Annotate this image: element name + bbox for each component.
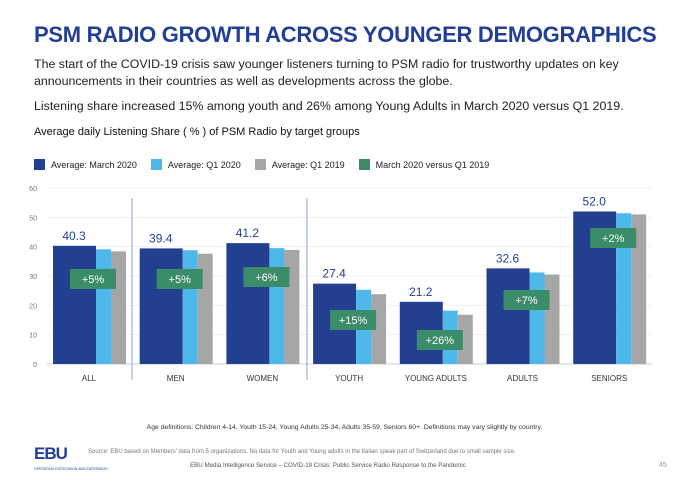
change-badge — [590, 228, 637, 248]
bar-1 — [616, 213, 632, 364]
change-badge — [243, 267, 290, 287]
x-tick-label: SENIORS — [591, 374, 627, 383]
change-label: +6% — [255, 272, 278, 284]
intro-paragraph: The start of the COVID-19 crisis saw you… — [34, 57, 619, 88]
data-label: 39.4 — [149, 231, 173, 245]
y-tick-label: 50 — [29, 215, 37, 222]
bar-1 — [269, 248, 285, 364]
legend-q1-2019: Average: Q1 2019 — [254, 159, 345, 170]
change-label: +7% — [515, 295, 538, 307]
x-tick-label: WOMEN — [247, 374, 279, 383]
legend-march-2020: Average: March 2020 — [34, 159, 137, 170]
page-number: 45 — [659, 462, 667, 469]
source-note: Source: EBU based on Members' data from … — [88, 449, 516, 455]
bar-2 — [457, 314, 473, 364]
legend-label: Average: Q1 2019 — [271, 159, 345, 170]
bar-1 — [96, 249, 111, 364]
x-tick-label: ADULTS — [507, 374, 538, 383]
y-tick-label: 20 — [29, 303, 37, 310]
page-title: PSM RADIO GROWTH ACROSS YOUNGER DEMOGRAP… — [34, 22, 657, 47]
legend-label: Average: Q1 2020 — [167, 159, 241, 170]
change-badge — [330, 310, 377, 330]
age-definitions-note: Age definitions: Children 4-14, Youth 15… — [146, 424, 543, 431]
change-badge — [156, 269, 203, 289]
ebu-logo-tagline: OPERATING EUROVISION AND EURORADIO — [34, 467, 108, 471]
change-label: +5% — [169, 274, 192, 286]
chart-title: Average daily Listening Share ( % ) of P… — [34, 126, 360, 138]
bar-0 — [139, 248, 183, 364]
legend-change: March 2020 versus Q1 2019 — [358, 159, 490, 170]
y-tick-label: 60 — [29, 186, 37, 193]
change-badge — [70, 269, 116, 289]
legend: Average: March 2020 Average: Q1 2020 Ave… — [34, 159, 489, 170]
legend-q1-2020: Average: Q1 2020 — [150, 159, 241, 170]
bar-1 — [182, 250, 198, 364]
x-tick-label: MEN — [167, 374, 185, 383]
data-label: 52.0 — [583, 194, 607, 208]
legend-label: Average: March 2020 — [51, 159, 137, 170]
data-label: 40.3 — [62, 229, 86, 243]
data-label: 41.2 — [236, 226, 260, 240]
x-tick-label: ALL — [82, 374, 97, 383]
bar-0 — [226, 243, 270, 364]
change-label: +26% — [426, 335, 455, 347]
x-tick-label: YOUTH — [335, 374, 363, 383]
bar-2 — [111, 251, 126, 364]
legend-label: March 2020 versus Q1 2019 — [375, 159, 490, 170]
change-badge — [416, 330, 463, 350]
legend-swatch — [358, 159, 370, 170]
ebu-logo: EBU — [34, 444, 68, 463]
change-label: +5% — [82, 274, 105, 286]
x-tick-label: YOUNG ADULTS — [405, 374, 467, 383]
bar-1 — [529, 272, 545, 364]
summary-paragraph: Listening share increased 15% among yout… — [34, 99, 624, 113]
legend-swatch — [254, 159, 266, 170]
data-label: 21.2 — [409, 285, 433, 299]
change-label: +15% — [339, 315, 368, 327]
bar-2 — [631, 214, 647, 364]
data-label: 27.4 — [322, 267, 346, 281]
y-tick-label: 40 — [29, 245, 37, 252]
y-tick-label: 10 — [29, 333, 37, 340]
bar-0 — [53, 245, 96, 364]
footer-service: EBU Media Intelligence Service – COVID-1… — [190, 462, 466, 469]
bar-2 — [544, 274, 560, 364]
legend-swatch — [34, 159, 45, 170]
y-tick-label: 30 — [29, 274, 37, 281]
legend-swatch — [150, 159, 162, 170]
y-tick-label: 0 — [33, 362, 37, 369]
bar-0 — [486, 268, 530, 364]
data-label: 32.6 — [496, 251, 520, 265]
change-badge — [503, 290, 550, 310]
bar-chart: 0 10 20 30 40 50 60 40.3 ALL +5% 39.4 MEN +5% 41.2 WOM… — [29, 186, 652, 383]
change-label: +2% — [602, 233, 625, 245]
